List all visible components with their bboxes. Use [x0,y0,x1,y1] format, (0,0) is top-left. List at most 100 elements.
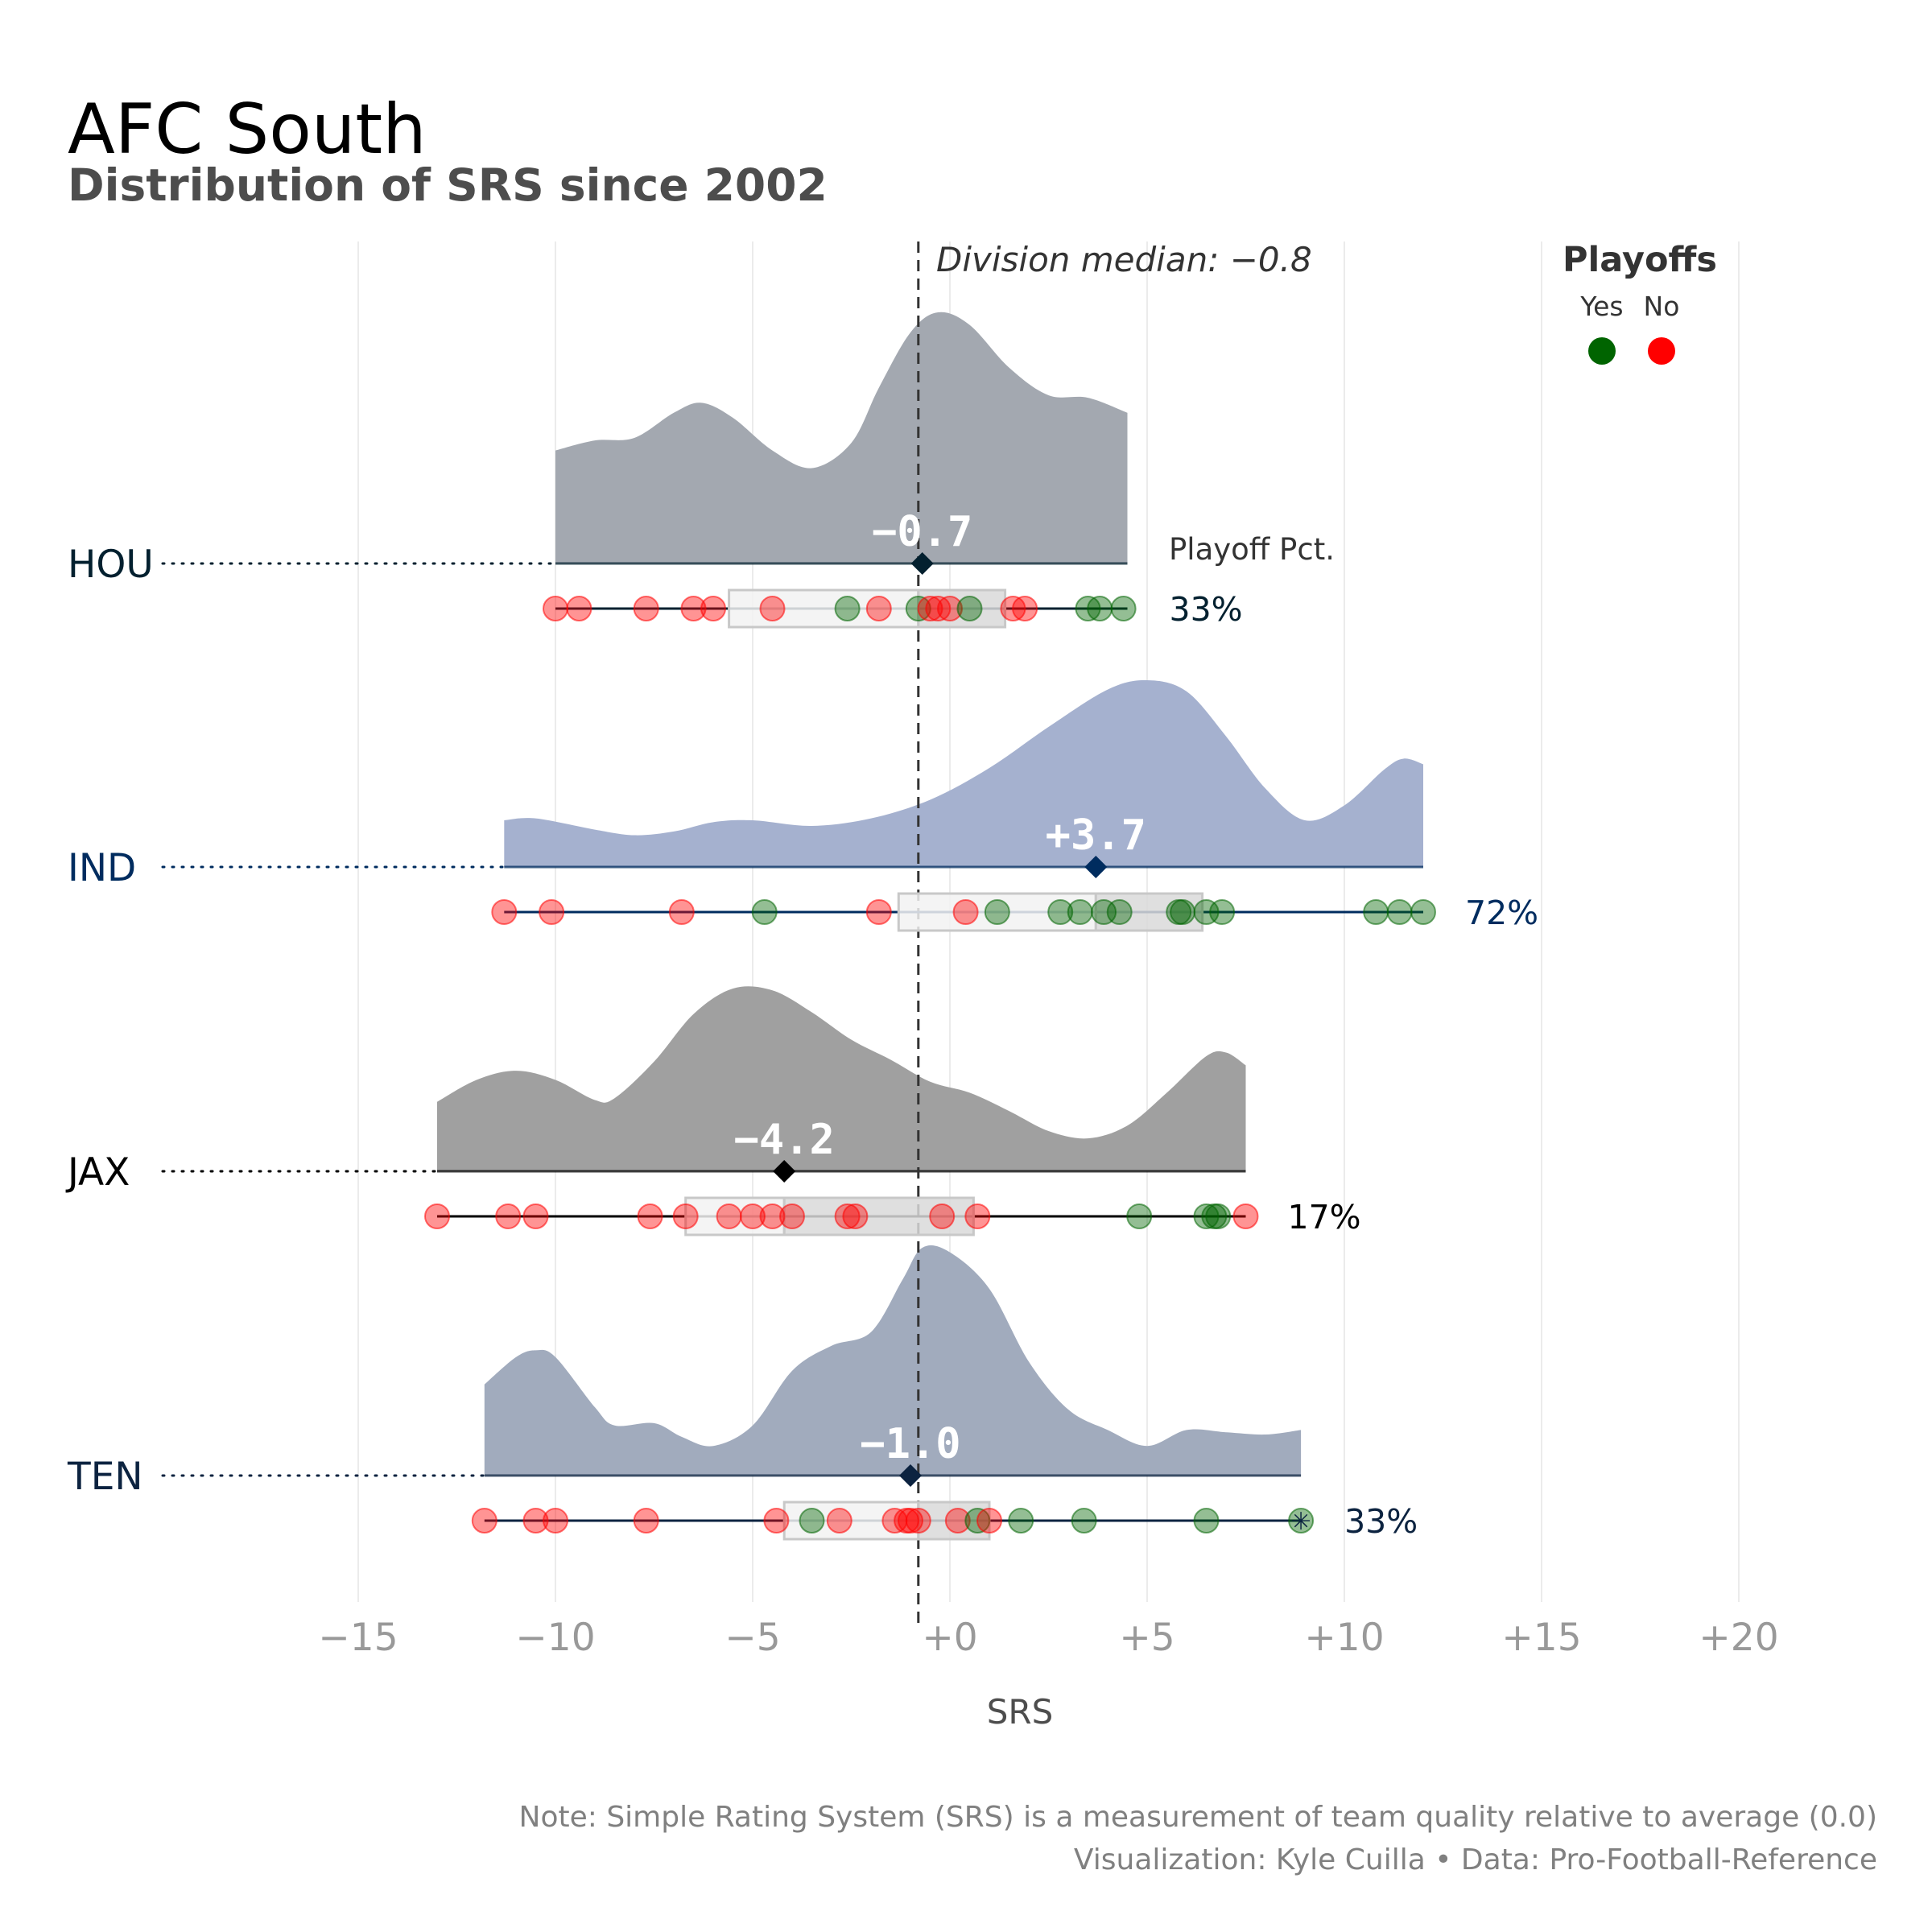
season-point-hou [1012,596,1038,621]
mean-diamond-ind [1084,856,1108,878]
current-season-point-ten [1288,1508,1315,1534]
caption-credits: Visualization: Kyle Cuilla • Data: Pro-F… [1074,1843,1877,1876]
season-point-ten [763,1508,790,1534]
season-point-jax [672,1203,699,1229]
season-point-ind [1170,899,1196,925]
season-point-ten [799,1508,825,1534]
x-tick-label: +5 [1119,1616,1174,1660]
season-point-ind [491,899,518,925]
x-axis-title: SRS [987,1692,1054,1732]
season-point-jax [637,1203,663,1229]
season-point-ind [668,899,695,925]
season-point-ind [539,899,565,925]
season-point-hou [865,596,892,621]
x-axis: −15 −10 −5 +0 +5 +10 +15 +20 [318,1616,1778,1660]
legend-swatch-yes [1588,337,1616,365]
season-point-ten [826,1508,852,1534]
mean-label-ten: −1.0 [860,1420,960,1468]
division-median-label: Division median: −0.8 [936,240,1312,279]
season-point-ten [905,1508,931,1534]
x-tick-label: −5 [724,1616,780,1660]
season-point-ten [633,1508,659,1534]
team-label-jax: JAX [65,1150,130,1195]
season-point-ten [522,1508,549,1534]
season-point-hou [956,596,983,621]
season-point-ind [984,899,1010,925]
mean-diamond-ten [899,1464,922,1487]
season-point-jax [834,1203,861,1229]
season-point-jax [495,1203,522,1229]
mean-label-hou: −0.7 [872,508,972,556]
season-point-jax [759,1203,786,1229]
team-label-hou: HOU [68,543,154,587]
density-cloud-ten [484,1245,1302,1476]
season-point-hou [917,596,943,621]
legend-swatch-no [1648,337,1675,365]
x-tick-label: +0 [922,1616,977,1660]
season-point-hou [543,596,568,621]
season-point-ten [543,1508,568,1534]
season-point-ten [898,1508,923,1534]
season-point-jax [964,1203,991,1229]
season-point-ind [1386,899,1413,925]
season-point-ind [1047,899,1074,925]
season-point-hou [633,596,659,621]
season-point-jax [1126,1203,1153,1229]
season-point-hou [700,596,726,621]
season-point-hou [566,596,592,621]
season-point-jax [716,1203,742,1229]
legend-title: Playoffs [1563,240,1717,280]
season-point-hou [759,596,786,621]
x-tick-label: +10 [1304,1616,1384,1660]
density-cloud-ind [504,679,1423,867]
season-point-ten [1071,1508,1097,1534]
season-point-ind [1363,899,1389,925]
season-point-ind [1410,899,1436,925]
points-and-boxes: −0.7 +3.7 −4.2 ✳ −1.0 [424,508,1436,1541]
season-point-hou [834,596,861,621]
season-point-ten [1008,1508,1034,1534]
season-point-jax [522,1203,549,1229]
season-point-jax [424,1203,450,1229]
mean-diamond-jax [773,1160,796,1183]
current-season-star-icon: ✳ [1291,1508,1311,1536]
density-clouds [161,312,1423,1477]
playoff-pct-hou: 33% [1170,590,1243,629]
legend: Playoffs Yes No [1563,240,1717,365]
playoff-pct-header: Playoff Pct. [1169,532,1335,567]
season-point-ind [952,899,979,925]
team-label-ind: IND [68,846,136,890]
season-point-hou [1087,596,1113,621]
chart-subtitle: Distribution of SRS since 2002 [68,159,828,211]
season-point-jax [740,1203,766,1229]
density-cloud-jax [437,986,1246,1171]
season-point-ten [976,1508,1002,1534]
x-tick-label: +20 [1699,1616,1778,1660]
x-tick-label: −15 [318,1616,398,1660]
season-point-jax [1232,1203,1259,1229]
season-point-hou [937,596,963,621]
legend-label-yes: Yes [1579,291,1623,322]
mean-label-ind: +3.7 [1046,811,1146,860]
season-point-ind [1106,899,1133,925]
season-point-jax [929,1203,956,1229]
playoff-pct-ind: 72% [1465,894,1538,932]
season-point-ten [471,1508,497,1534]
playoff-pct-ten: 33% [1344,1502,1418,1541]
caption-note: Note: Simple Rating System (SRS) is a me… [519,1801,1877,1834]
chart-title: AFC South [68,89,427,170]
season-point-ind [751,899,778,925]
season-point-jax [842,1203,869,1229]
season-point-ten [944,1508,971,1534]
playoff-pct-jax: 17% [1288,1198,1361,1236]
density-cloud-hou [555,312,1128,564]
season-point-ind [865,899,892,925]
season-point-ten [1193,1508,1220,1534]
mean-diamond-hou [910,552,934,575]
team-label-ten: TEN [67,1455,143,1499]
legend-label-no: No [1644,291,1680,322]
season-point-jax [779,1203,805,1229]
x-tick-label: −10 [515,1616,595,1660]
mean-label-jax: −4.2 [734,1116,835,1164]
